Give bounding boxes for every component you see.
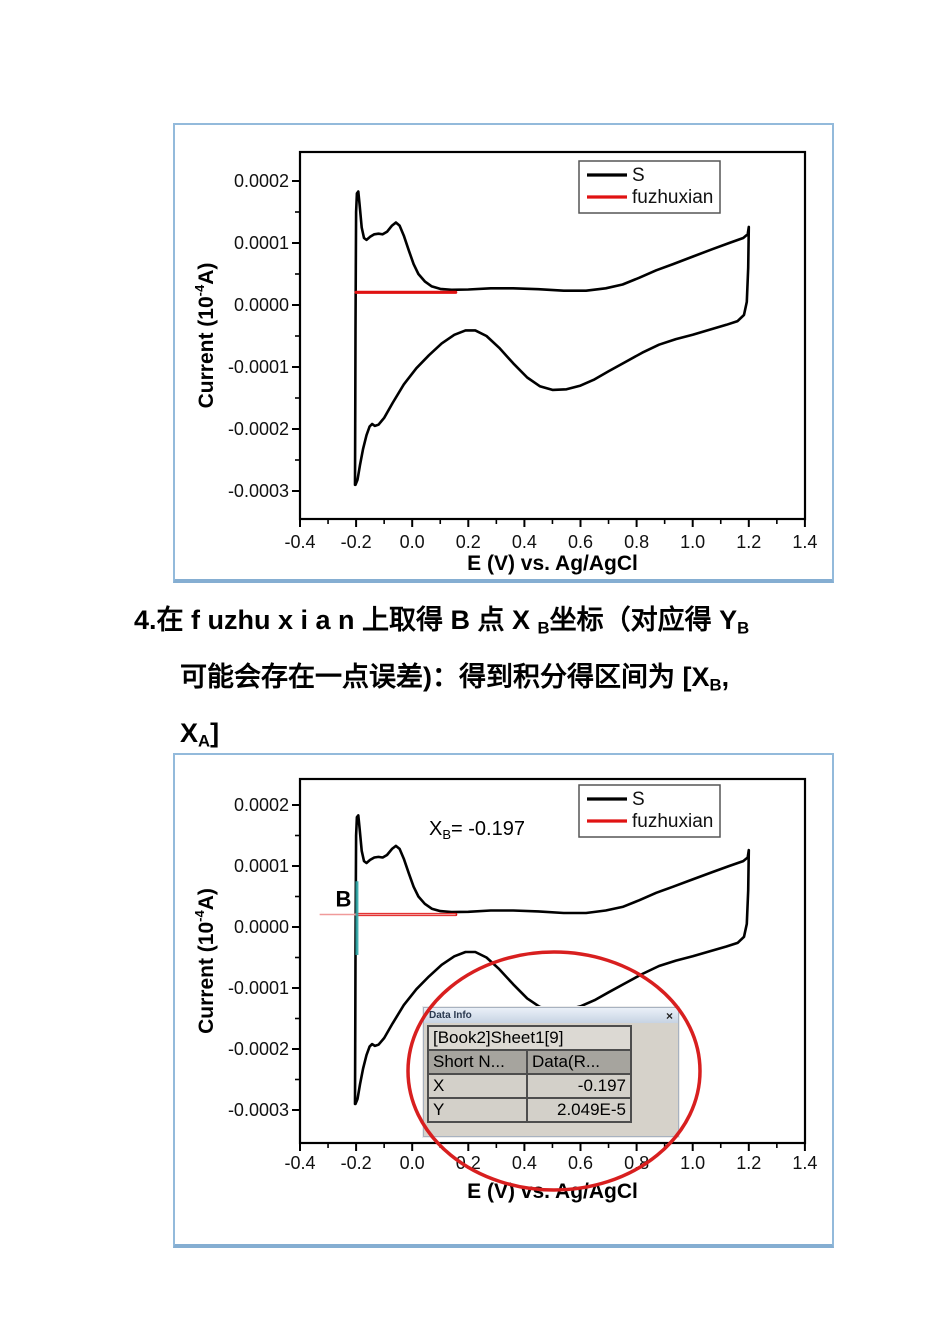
legend-label: S — [632, 789, 645, 810]
close-icon[interactable]: × — [665, 1008, 673, 1023]
y-tick-label: 0.0002 — [234, 171, 289, 191]
note-line-3: XA] — [180, 709, 844, 766]
y-tick-label: -0.0001 — [228, 357, 289, 377]
x-tick-label: 1.0 — [680, 532, 705, 552]
series-S — [353, 190, 751, 487]
x-tick-label: 0.0 — [400, 532, 425, 552]
axes — [298, 150, 807, 521]
note-seg: 4.在 f uzhu x i a n 上取得 B 点 X — [134, 605, 538, 635]
cv-chart-1: -0.4 -0.2 0.0 0.2 0.4 0.6 0.8 1.0 1.2 1.4 0.0002 0.… — [175, 125, 832, 579]
note-subscript: A — [198, 732, 211, 752]
x-tick-label: 0.6 — [568, 532, 593, 552]
y-tick-label: -0.0002 — [228, 1039, 289, 1059]
x-axis-title: E (V) vs. Ag/AgCl — [467, 1180, 638, 1203]
legend-label: fuzhuxian — [632, 811, 713, 832]
note-seg: 可能会存在一点误差)：得到积分得区间为 [X — [180, 661, 710, 692]
y-tick-label: -0.0003 — [228, 1100, 289, 1120]
data-info-col-header: Data(R... — [526, 1049, 632, 1075]
y-axis: 0.0002 0.0001 0.0000 -0.0001 -0.0002 -0.0003 — [228, 795, 300, 1120]
data-info-x-name: X — [427, 1073, 528, 1099]
y-tick-label: 0.0000 — [234, 917, 289, 937]
note-line-1: 4.在 f uzhu x i a n 上取得 B 点 X B坐标（对应得 YB — [134, 596, 844, 653]
data-info-window[interactable]: Data Info × [Book2]Sheet1[9] Short N... … — [423, 1007, 679, 1137]
x-tick-label: -0.4 — [284, 532, 315, 552]
point-b-label: B — [336, 887, 352, 912]
x-tick-label: 0.8 — [624, 532, 649, 552]
x-tick-label: 0.2 — [456, 1153, 481, 1173]
y-axis: 0.0002 0.0001 0.0000 -0.0001 -0.0002 -0.0003 — [228, 171, 300, 501]
x-tick-label: 0.6 — [568, 1153, 593, 1173]
data-info-book-cell: [Book2]Sheet1[9] — [427, 1025, 632, 1051]
x-axis: -0.4 -0.2 0.0 0.2 0.4 0.6 0.8 1.0 1.2 1.4 — [284, 519, 817, 552]
x-tick-label: 1.0 — [680, 1153, 705, 1173]
x-tick-label: -0.2 — [341, 532, 372, 552]
note-subscript: B — [537, 618, 550, 638]
y-tick-label: 0.0000 — [234, 295, 289, 315]
x-tick-label: 0.8 — [624, 1153, 649, 1173]
x-tick-label: 1.4 — [792, 532, 817, 552]
cv-top-svg: -0.4 -0.2 0.0 0.2 0.4 0.6 0.8 1.0 1.2 1.40.00020.… — [192, 150, 817, 575]
data-info-y-value: 2.049E-5 — [526, 1097, 632, 1123]
y-tick-label: 0.0001 — [234, 856, 289, 876]
x-tick-label: 1.4 — [792, 1153, 817, 1173]
data-info-titlebar[interactable]: Data Info × — [424, 1008, 678, 1023]
xb-annotation: XB= -0.197 — [429, 818, 525, 842]
note-seg: X — [180, 718, 199, 749]
x-tick-label: 1.2 — [736, 532, 761, 552]
y-tick-label: -0.0003 — [228, 481, 289, 501]
y-tick-label: 0.0002 — [234, 795, 289, 815]
data-info-y-name: Y — [427, 1097, 528, 1123]
x-axis: -0.4 -0.2 0.0 0.2 0.4 0.6 0.8 1.0 1.2 1.4 — [284, 1143, 817, 1173]
data-info-col-header: Short N... — [427, 1049, 528, 1075]
y-axis-title: Current (10-4A) — [192, 888, 218, 1034]
data-info-table: [Book2]Sheet1[9] Short N... Data(R... X … — [427, 1025, 632, 1123]
data-info-x-value: -0.197 — [526, 1073, 632, 1099]
note-text: 4.在 f uzhu x i a n 上取得 B 点 X B坐标（对应得 YB … — [134, 596, 844, 766]
figure-cv-annotated: -0.4 -0.2 0.0 0.2 0.4 0.6 0.8 1.0 1.2 1.4 0.0002 0.… — [173, 753, 834, 1248]
note-subscript: B — [737, 618, 750, 638]
y-tick-label: -0.0002 — [228, 419, 289, 439]
cv-chart-2: -0.4 -0.2 0.0 0.2 0.4 0.6 0.8 1.0 1.2 1.4 0.0002 0.… — [175, 755, 832, 1244]
y-tick-label: -0.0001 — [228, 978, 289, 998]
note-seg: 坐标（对应得 Y — [549, 605, 738, 635]
y-tick-label: 0.0001 — [234, 233, 289, 253]
x-tick-label: -0.4 — [284, 1153, 315, 1173]
note-seg: , — [721, 661, 730, 692]
x-axis-title: E (V) vs. Ag/AgCl — [467, 552, 638, 575]
note-subscript: B — [709, 675, 722, 695]
x-tick-label: 0.4 — [512, 532, 537, 552]
note-line-2: 可能会存在一点误差)：得到积分得区间为 [XB, — [180, 653, 844, 710]
x-tick-label: -0.2 — [341, 1153, 372, 1173]
cv-annotated-svg: -0.4 -0.2 0.0 0.2 0.4 0.6 0.8 1.0 1.2 1.40.00020.… — [192, 777, 817, 1203]
data-info-title: Data Info — [429, 1010, 472, 1021]
legend-label: S — [632, 165, 645, 186]
note-seg: ] — [210, 718, 220, 749]
x-tick-label: 0.2 — [456, 532, 481, 552]
x-tick-label: 1.2 — [736, 1153, 761, 1173]
figure-cv-plain: -0.4 -0.2 0.0 0.2 0.4 0.6 0.8 1.0 1.2 1.4 0.0002 0.… — [173, 123, 834, 583]
legend-label: fuzhuxian — [632, 187, 713, 208]
y-axis-title: Current (10-4A) — [192, 263, 218, 409]
x-tick-label: 0.0 — [400, 1153, 425, 1173]
x-tick-label: 0.4 — [512, 1153, 537, 1173]
